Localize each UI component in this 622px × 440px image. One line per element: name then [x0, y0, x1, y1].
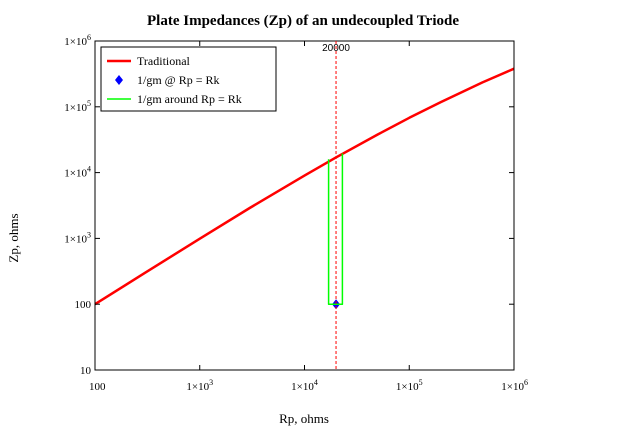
y-tick-label: 100 [75, 299, 92, 311]
legend-label: 1/gm around Rp = Rk [137, 92, 242, 106]
x-tick-label: 100 [89, 381, 106, 393]
y-axis-label: Zp, ohms [6, 213, 21, 262]
legend: Traditional 1/gm @ Rp = Rk 1/gm around Rp … [100, 46, 277, 112]
annotation-layer: 20000 [322, 41, 350, 370]
chart-title: Plate Impedances (Zp) of an undecoupled … [147, 13, 459, 29]
x-tick-label: 1×103 [186, 378, 213, 393]
x-axis-label: Rp, ohms [279, 411, 329, 426]
axis-ticks: 100 1×103 1×104 1×105 1×106 10 100 1×103 1×104 1×… [64, 33, 528, 393]
y-tick-label: 10 [80, 365, 92, 377]
y-tick-label: 1×105 [64, 99, 91, 114]
x-tick-label: 1×106 [501, 378, 528, 393]
legend-label: 1/gm @ Rp = Rk [137, 73, 220, 87]
vline-label: 20000 [322, 43, 350, 54]
legend-label: Traditional [137, 54, 191, 68]
legend-box [100, 46, 277, 112]
y-tick-label: 1×103 [64, 230, 91, 245]
series-line-3 [327, 153, 344, 305]
legend-swatch-diamond [115, 75, 123, 85]
y-tick-label: 1×106 [64, 33, 91, 48]
y-tick-label: 1×104 [64, 165, 91, 180]
x-tick-label: 1×105 [396, 378, 423, 393]
x-tick-label: 1×104 [291, 378, 318, 393]
